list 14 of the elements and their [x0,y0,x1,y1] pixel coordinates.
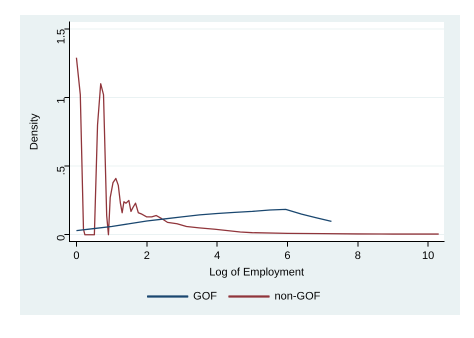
y-axis-title: Density [28,112,41,150]
x-tick-label: 10 [422,250,434,262]
x-tick-label: 8 [354,250,361,262]
x-tick-label: 0 [73,250,80,262]
y-tick-label: 0 [55,234,68,241]
x-tick-label: 6 [284,250,291,262]
x-axis-title: Log of Employment [209,266,304,278]
y-tick-label: .5 [55,166,68,176]
y-tick-label: 1.5 [55,28,68,44]
x-tick-label: 4 [214,250,220,262]
legend-label: GOF [193,290,218,303]
y-tick-label: 1 [55,97,68,104]
legend-label: non-GOF [274,290,321,303]
x-tick-label: 2 [144,250,150,262]
